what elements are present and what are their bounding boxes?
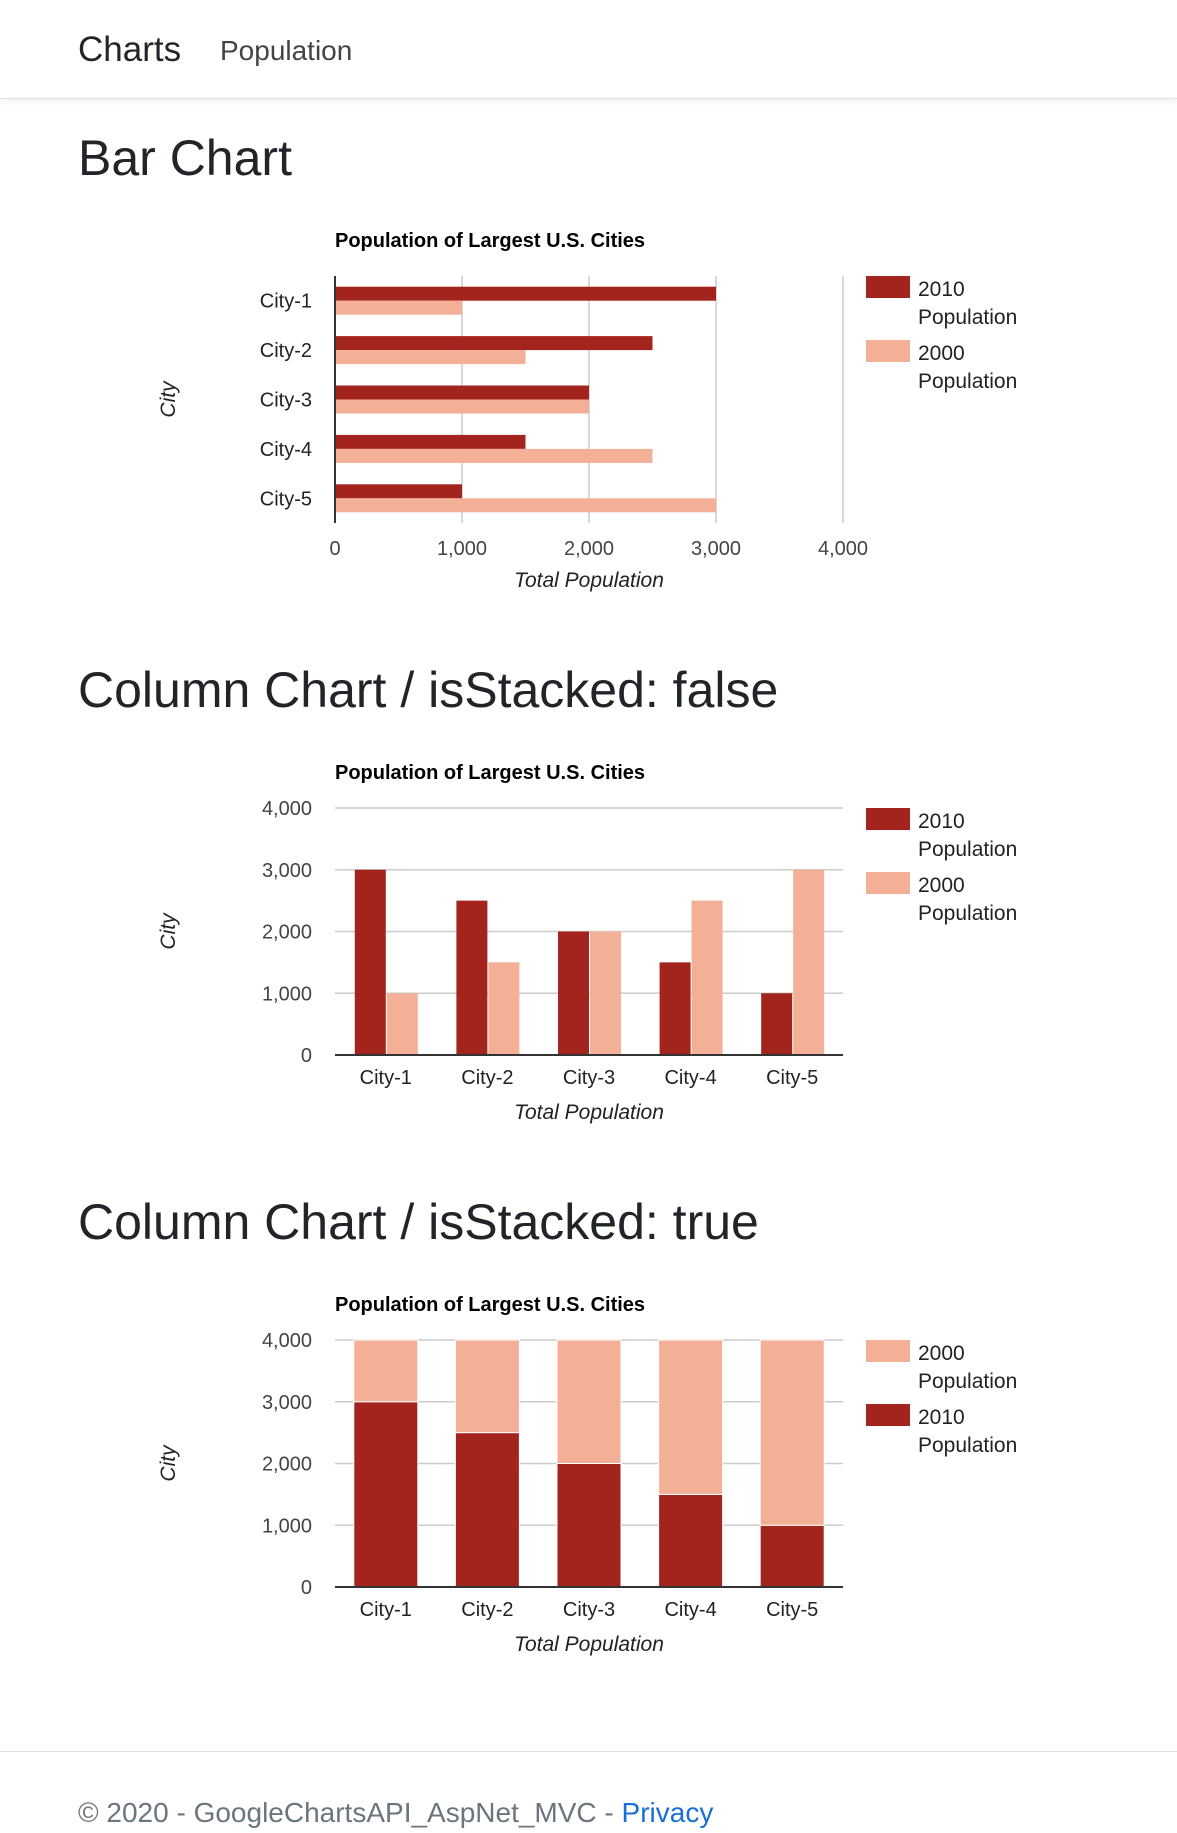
bar-2000-population-city-5	[793, 869, 825, 1055]
section-title-bar-chart: Bar Chart	[78, 130, 292, 186]
y-tick-label: 1,000	[262, 1515, 312, 1537]
footer-copyright: © 2020 - GoogleChartsAPI_AspNet_MVC -	[78, 1797, 622, 1828]
section-title-column-chart-unstacked: Column Chart / isStacked: false	[78, 662, 779, 718]
bar-2010-population-city-5	[335, 484, 462, 499]
chart-title: Population of Largest U.S. Cities	[335, 230, 645, 252]
bar-2000-population-city-2	[454, 1339, 520, 1434]
y-tick-label: 1,000	[262, 983, 312, 1005]
bar-2000-population-city-3	[335, 399, 589, 414]
y-tick-label: 3,000	[262, 860, 312, 882]
x-tick-label-city-3: City-3	[563, 1067, 615, 1089]
legend-label-2010-population: 2010 Population	[918, 278, 1017, 329]
x-tick-label-city-2: City-2	[461, 1067, 513, 1089]
bar-2010-population-city-3	[556, 1463, 622, 1588]
y-tick-label-city-2: City-2	[260, 340, 312, 362]
bar-2010-population-city-4	[658, 1493, 724, 1588]
bar-chart: Population of Largest U.S. Cities Total P…	[157, 230, 1017, 592]
y-tick-label: 3,000	[262, 1392, 312, 1414]
footer: © 2020 - GoogleChartsAPI_AspNet_MVC - Pr…	[0, 1751, 1177, 1833]
bar-2010-population-city-3	[335, 385, 589, 400]
bar-2010-population-city-2	[456, 900, 488, 1055]
bar-2010-population-city-1	[353, 1401, 419, 1588]
x-tick-label: 2,000	[564, 538, 614, 560]
bar-2010-population-city-1	[335, 286, 716, 301]
x-axis-label: Total Population	[514, 1633, 664, 1656]
bar-2000-population-city-2	[335, 350, 526, 365]
bar-2000-population-city-1	[335, 300, 462, 315]
footer-text: © 2020 - GoogleChartsAPI_AspNet_MVC - Pr…	[78, 1796, 713, 1830]
section-title-column-chart-stacked: Column Chart / isStacked: true	[78, 1194, 759, 1250]
legend-swatch-2010-population	[866, 808, 910, 830]
y-axis-label: City	[157, 912, 180, 950]
x-axis-label: Total Population	[514, 1101, 664, 1124]
legend-label-2000-population: 2000 Population	[918, 342, 1017, 393]
bar-2010-population-city-1	[354, 869, 386, 1055]
chart-title: Population of Largest U.S. Cities	[335, 762, 645, 784]
bar-2000-population-city-1	[353, 1339, 419, 1403]
bar-2000-population-city-5	[759, 1339, 825, 1526]
y-tick-label: 2,000	[262, 922, 312, 944]
x-tick-label-city-5: City-5	[766, 1067, 818, 1089]
bar-2000-population-city-4	[658, 1339, 724, 1495]
x-tick-label-city-5: City-5	[766, 1599, 818, 1621]
bar-2000-population-city-4	[335, 448, 653, 463]
bar-2010-population-city-4	[335, 434, 526, 449]
legend-swatch-2000-population	[866, 1340, 910, 1362]
legend-swatch-2000-population	[866, 872, 910, 894]
x-tick-label: 0	[329, 538, 340, 560]
bar-2010-population-city-5	[761, 993, 793, 1055]
y-tick-label-city-1: City-1	[260, 291, 312, 313]
x-tick-label-city-1: City-1	[360, 1599, 412, 1621]
bar-2000-population-city-4	[691, 900, 723, 1055]
legend-label-2010-population: 2010 Population	[918, 1406, 1017, 1457]
bar-2000-population-city-1	[386, 993, 418, 1055]
bar-2010-population-city-4	[659, 962, 691, 1055]
y-tick-label: 0	[301, 1577, 312, 1599]
legend-swatch-2010-population	[866, 276, 910, 298]
bar-2010-population-city-2	[335, 336, 653, 351]
column-chart-stacked: Population of Largest U.S. Cities Total P…	[157, 1294, 1017, 1656]
x-tick-label-city-1: City-1	[360, 1067, 412, 1089]
y-tick-label-city-4: City-4	[260, 439, 312, 461]
bar-2000-population-city-3	[556, 1339, 622, 1464]
y-tick-label: 4,000	[262, 1330, 312, 1352]
y-tick-label: 2,000	[262, 1454, 312, 1476]
x-tick-label-city-4: City-4	[664, 1067, 716, 1089]
x-tick-label: 1,000	[437, 538, 487, 560]
legend-label-2010-population: 2010 Population	[918, 810, 1017, 861]
legend-swatch-2000-population	[866, 340, 910, 362]
x-tick-label-city-4: City-4	[664, 1599, 716, 1621]
y-tick-label: 4,000	[262, 798, 312, 820]
y-axis-label: City	[157, 1444, 180, 1482]
bar-2000-population-city-5	[335, 498, 716, 513]
y-axis-label: City	[157, 380, 180, 418]
brand-link[interactable]: Charts	[78, 30, 182, 69]
x-tick-label-city-3: City-3	[563, 1599, 615, 1621]
x-tick-label-city-2: City-2	[461, 1599, 513, 1621]
bar-2010-population-city-2	[454, 1432, 520, 1588]
x-tick-label: 3,000	[691, 538, 741, 560]
bar-2000-population-city-3	[590, 931, 621, 1055]
y-tick-label-city-3: City-3	[260, 390, 312, 412]
bar-2000-population-city-2	[488, 962, 520, 1055]
bar-2010-population-city-3	[558, 931, 589, 1055]
legend-label-2000-population: 2000 Population	[918, 874, 1017, 925]
x-tick-label: 4,000	[818, 538, 868, 560]
chart-title: Population of Largest U.S. Cities	[335, 1294, 645, 1316]
privacy-link[interactable]: Privacy	[621, 1797, 714, 1828]
nav-link-population[interactable]: Population	[220, 35, 353, 66]
x-axis-label: Total Population	[514, 569, 664, 592]
column-chart-unstacked: Population of Largest U.S. Cities Total P…	[157, 762, 1017, 1124]
navbar: Charts Population	[0, 0, 1177, 99]
legend-label-2000-population: 2000 Population	[918, 1342, 1017, 1393]
y-tick-label-city-5: City-5	[260, 488, 312, 510]
y-tick-label: 0	[301, 1045, 312, 1067]
legend-swatch-2010-population	[866, 1404, 910, 1426]
bar-2010-population-city-5	[759, 1524, 825, 1588]
